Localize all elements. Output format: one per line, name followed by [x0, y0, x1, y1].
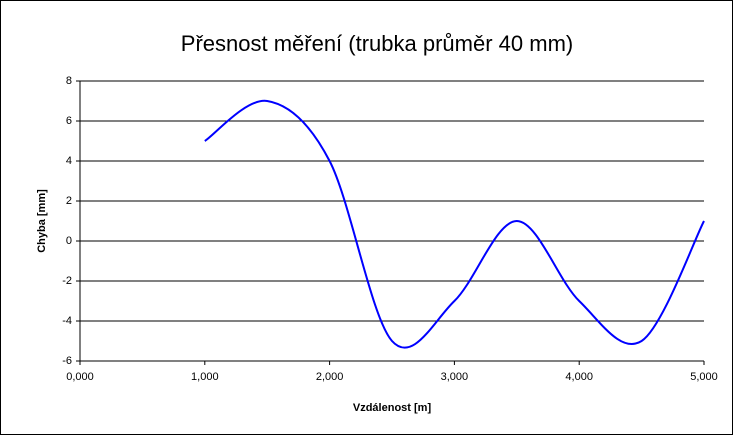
data-line — [204, 99, 705, 349]
y-tick-label: 6 — [66, 115, 72, 127]
y-tick-label: -4 — [62, 315, 72, 327]
x-tick-label: 1,000 — [191, 371, 219, 383]
x-tick-label: 2,000 — [316, 371, 344, 383]
x-tick-label: 3,000 — [441, 371, 469, 383]
x-tick-label: 4,000 — [565, 371, 593, 383]
y-axis-label: Chyba [mm] — [36, 189, 48, 253]
chart-title: Přesnost měření (trubka průměr 40 mm) — [181, 31, 573, 56]
x-axis-label: Vzdálenost [m] — [353, 402, 432, 414]
y-tick-label: -6 — [62, 355, 72, 367]
y-tick-label: 2 — [66, 195, 72, 207]
y-tick-label: 0 — [66, 235, 72, 247]
y-tick-label: 4 — [66, 155, 72, 167]
y-tick-label: 8 — [66, 75, 72, 87]
y-tick-label: -2 — [62, 275, 72, 287]
x-tick-label: 5,000 — [690, 371, 718, 383]
x-tick-label: 0,000 — [66, 371, 94, 383]
